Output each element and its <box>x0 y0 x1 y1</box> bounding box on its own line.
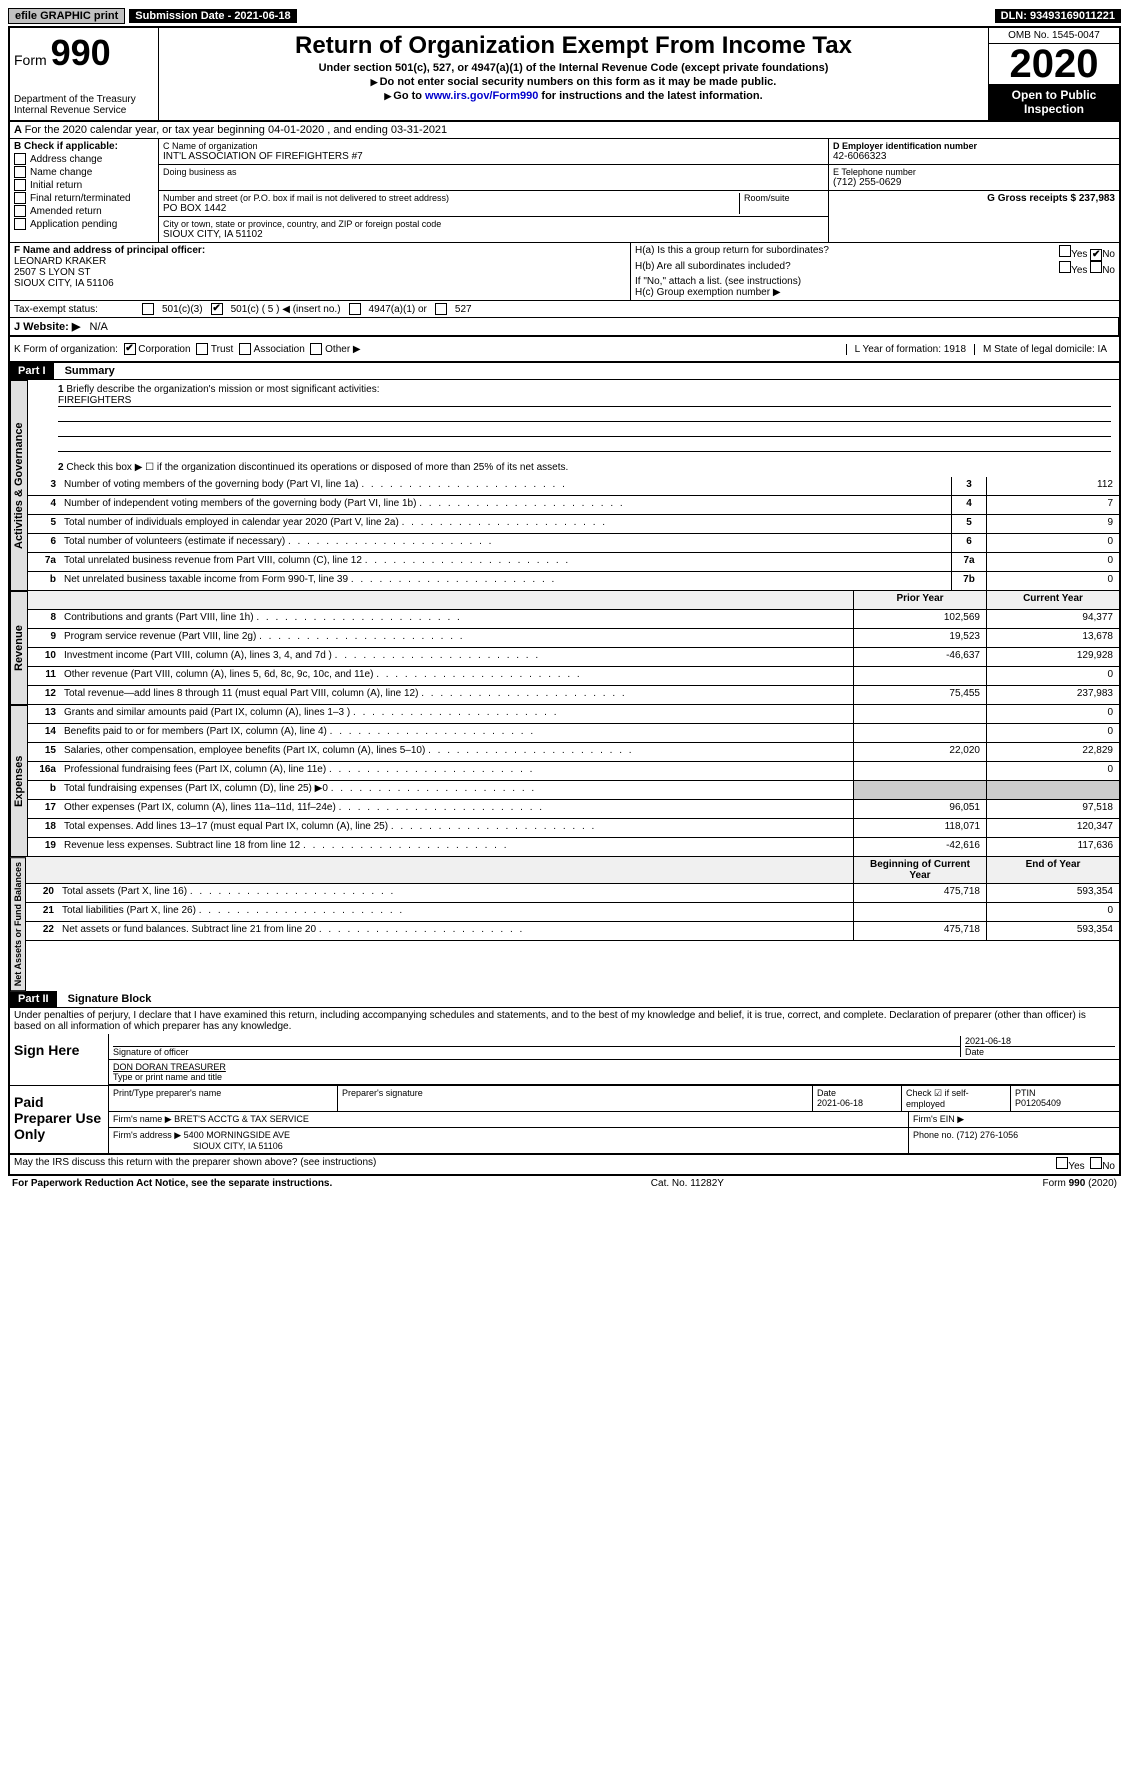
col-b-checkboxes: B Check if applicable: Address changeNam… <box>10 139 159 242</box>
line-7a: 7aTotal unrelated business revenue from … <box>28 553 1119 572</box>
sign-here-block: Sign Here Signature of officer 2021-06-1… <box>10 1034 1119 1086</box>
header-mid: Return of Organization Exempt From Incom… <box>159 28 988 120</box>
k-row: K Form of organization: Corporation Trus… <box>10 337 1119 363</box>
line-12: 12Total revenue—add lines 8 through 11 (… <box>28 686 1119 705</box>
tab-revenue: Revenue <box>10 591 28 705</box>
irs-link[interactable]: www.irs.gov/Form990 <box>425 90 538 102</box>
summary-exp: Expenses 13Grants and similar amounts pa… <box>10 705 1119 857</box>
org-address: PO BOX 1442 <box>163 203 739 214</box>
checkbox-initial-return[interactable]: Initial return <box>14 179 154 191</box>
tax-year: 2020 <box>989 44 1119 84</box>
form-container: Form 990 Department of the Treasury Inte… <box>8 26 1121 1176</box>
header-left: Form 990 Department of the Treasury Inte… <box>10 28 159 120</box>
form-header: Form 990 Department of the Treasury Inte… <box>10 28 1119 122</box>
irs-label: Internal Revenue Service <box>14 105 154 116</box>
org-name: INT'L ASSOCIATION OF FIREFIGHTERS #7 <box>163 151 824 162</box>
line-17: 17Other expenses (Part IX, column (A), l… <box>28 800 1119 819</box>
line-19: 19Revenue less expenses. Subtract line 1… <box>28 838 1119 857</box>
summary-rev: Revenue Prior Year Current Year 8Contrib… <box>10 591 1119 705</box>
line-4: 4Number of independent voting members of… <box>28 496 1119 515</box>
page-footer: For Paperwork Reduction Act Notice, see … <box>8 1176 1121 1191</box>
dept-treasury: Department of the Treasury <box>14 94 154 105</box>
line-13: 13Grants and similar amounts paid (Part … <box>28 705 1119 724</box>
line-5: 5Total number of individuals employed in… <box>28 515 1119 534</box>
line-3: 3Number of voting members of the governi… <box>28 477 1119 496</box>
line-6: 6Total number of volunteers (estimate if… <box>28 534 1119 553</box>
col-c: C Name of organization INT'L ASSOCIATION… <box>159 139 828 242</box>
line-8: 8Contributions and grants (Part VIII, li… <box>28 610 1119 629</box>
subtitle-1: Under section 501(c), 527, or 4947(a)(1)… <box>163 62 984 74</box>
dln: DLN: 93493169011221 <box>995 9 1121 23</box>
line-21: 21Total liabilities (Part X, line 26) 0 <box>26 903 1119 922</box>
summary-gov: Activities & Governance 1 Briefly descri… <box>10 380 1119 591</box>
checkbox-application-pending[interactable]: Application pending <box>14 218 154 230</box>
checkbox-final-return-terminated[interactable]: Final return/terminated <box>14 192 154 204</box>
line-11: 11Other revenue (Part VIII, column (A), … <box>28 667 1119 686</box>
line-9: 9Program service revenue (Part VIII, lin… <box>28 629 1119 648</box>
perjury-text: Under penalties of perjury, I declare th… <box>10 1008 1119 1034</box>
checkbox-amended-return[interactable]: Amended return <box>14 205 154 217</box>
mission-text: FIREFIGHTERS <box>58 395 1111 407</box>
line-b: bTotal fundraising expenses (Part IX, co… <box>28 781 1119 800</box>
line-16a: 16aProfessional fundraising fees (Part I… <box>28 762 1119 781</box>
entity-block: B Check if applicable: Address changeNam… <box>10 139 1119 243</box>
h-block: H(a) Is this a group return for subordin… <box>630 243 1119 300</box>
part2-header: Part II Signature Block <box>10 991 1119 1008</box>
part1-header: Part I Summary <box>10 363 1119 380</box>
row-a: A For the 2020 calendar year, or tax yea… <box>10 122 1119 139</box>
header-right: OMB No. 1545-0047 2020 Open to Public In… <box>988 28 1119 120</box>
org-city: SIOUX CITY, IA 51102 <box>163 229 824 240</box>
form-title: Return of Organization Exempt From Incom… <box>163 32 984 60</box>
top-bar: efile GRAPHIC print Submission Date - 20… <box>8 8 1121 24</box>
tab-net-assets: Net Assets or Fund Balances <box>10 857 26 991</box>
ein: 42-6066323 <box>833 151 1115 162</box>
line-22: 22Net assets or fund balances. Subtract … <box>26 922 1119 941</box>
subtitle-2: Do not enter social security numbers on … <box>163 76 984 88</box>
checkbox-name-change[interactable]: Name change <box>14 166 154 178</box>
phone: (712) 255-0629 <box>833 177 1115 188</box>
tab-governance: Activities & Governance <box>10 380 28 591</box>
efile-btn[interactable]: efile GRAPHIC print <box>8 8 125 24</box>
discuss-row: May the IRS discuss this return with the… <box>10 1154 1119 1174</box>
line-18: 18Total expenses. Add lines 13–17 (must … <box>28 819 1119 838</box>
f-officer: F Name and address of principal officer:… <box>10 243 630 300</box>
submission-date: Submission Date - 2021-06-18 <box>129 9 296 23</box>
gross-receipts: G Gross receipts $ 237,983 <box>829 191 1119 206</box>
line-10: 10Investment income (Part VIII, column (… <box>28 648 1119 667</box>
col-right: D Employer identification number 42-6066… <box>828 139 1119 242</box>
line-14: 14Benefits paid to or for members (Part … <box>28 724 1119 743</box>
summary-net: Net Assets or Fund Balances Beginning of… <box>10 857 1119 991</box>
website-row: J Website: ▶ N/A <box>10 318 1119 337</box>
line-b: bNet unrelated business taxable income f… <box>28 572 1119 591</box>
paid-preparer-block: Paid Preparer Use Only Print/Type prepar… <box>10 1086 1119 1154</box>
checkbox-address-change[interactable]: Address change <box>14 153 154 165</box>
tab-expenses: Expenses <box>10 705 28 857</box>
line-15: 15Salaries, other compensation, employee… <box>28 743 1119 762</box>
f-h-row: F Name and address of principal officer:… <box>10 243 1119 301</box>
tax-status-row: Tax-exempt status: 501(c)(3) 501(c) ( 5 … <box>10 301 1119 318</box>
line-20: 20Total assets (Part X, line 16) 475,718… <box>26 884 1119 903</box>
open-public: Open to Public Inspection <box>989 84 1119 120</box>
